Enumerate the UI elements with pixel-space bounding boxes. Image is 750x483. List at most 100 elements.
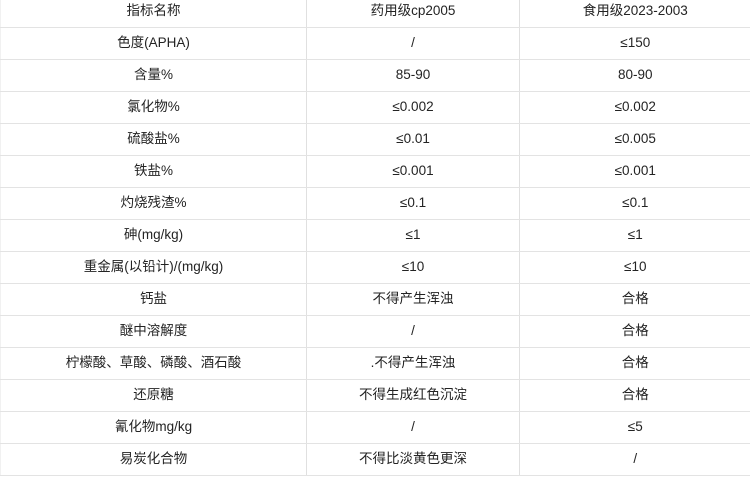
column-header-food: 食用级2023-2003 [519, 0, 750, 28]
table-row: 含量% 85-90 80-90 [0, 59, 750, 92]
cell-food-grade-text: 合格 [621, 387, 649, 403]
cell-indicator: 重金属(以铅计)/(mg/kg) [0, 251, 307, 284]
table-row: 色度(APHA) / ≤150 [0, 27, 750, 60]
cell-pharma-grade-text: / [411, 419, 415, 435]
cell-indicator-text: 色度(APHA) [117, 35, 190, 51]
column-header-pharma-label: 药用级cp2005 [370, 3, 456, 19]
cell-indicator-text: 氰化物mg/kg [114, 419, 193, 435]
cell-indicator: 砷(mg/kg) [0, 219, 307, 252]
cell-indicator: 钙盐 [0, 283, 307, 316]
cell-indicator: 柠檬酸、草酸、磷酸、酒石酸 [0, 347, 307, 380]
cell-indicator-text: 铁盐% [133, 163, 173, 179]
cell-indicator-text: 柠檬酸、草酸、磷酸、酒石酸 [65, 355, 242, 371]
cell-indicator: 易炭化合物 [0, 443, 307, 476]
cell-indicator-text: 重金属(以铅计)/(mg/kg) [83, 259, 224, 275]
cell-pharma-grade-text: 不得生成红色沉淀 [359, 387, 467, 403]
cell-pharma-grade-text: 85-90 [395, 67, 431, 83]
cell-food-grade: ≤0.1 [519, 187, 750, 220]
table-row: 还原糖 不得生成红色沉淀 合格 [0, 379, 750, 412]
cell-pharma-grade: / [306, 27, 520, 60]
cell-food-grade: ≤10 [519, 251, 750, 284]
cell-food-grade: ≤5 [519, 411, 750, 444]
table-row: 氰化物mg/kg / ≤5 [0, 411, 750, 444]
cell-pharma-grade-text: 不得产生浑浊 [372, 291, 454, 307]
cell-food-grade: / [519, 443, 750, 476]
cell-pharma-grade: / [306, 315, 520, 348]
cell-pharma-grade-text: ≤0.002 [392, 99, 434, 115]
cell-pharma-grade-text: ≤0.01 [396, 131, 430, 147]
cell-food-grade-text: / [633, 451, 638, 467]
cell-pharma-grade-text: 不得比淡黄色更深 [359, 451, 467, 467]
cell-food-grade-text: 80-90 [617, 67, 653, 83]
cell-indicator-text: 易炭化合物 [119, 451, 188, 467]
cell-pharma-grade-text: ≤10 [401, 259, 425, 275]
cell-pharma-grade-text: / [411, 35, 415, 51]
cell-pharma-grade: 不得产生浑浊 [306, 283, 520, 316]
column-header-food-label: 食用级2023-2003 [582, 3, 688, 19]
cell-pharma-grade: ≤0.001 [306, 155, 520, 188]
cell-food-grade: 合格 [519, 379, 750, 412]
cell-indicator: 硫酸盐% [0, 123, 307, 156]
table-row: 钙盐 不得产生浑浊 合格 [0, 283, 750, 316]
cell-food-grade-text: ≤0.002 [614, 99, 656, 115]
cell-pharma-grade: ≤0.002 [306, 91, 520, 124]
table-row: 灼烧残渣% ≤0.1 ≤0.1 [0, 187, 750, 220]
cell-food-grade-text: ≤10 [624, 259, 647, 275]
cell-indicator-text: 硫酸盐% [127, 131, 180, 147]
cell-indicator-text: 钙盐 [140, 291, 167, 307]
cell-food-grade: ≤0.005 [519, 123, 750, 156]
cell-food-grade-text: ≤0.1 [622, 195, 649, 211]
cell-food-grade-text: ≤150 [620, 35, 651, 51]
cell-indicator: 还原糖 [0, 379, 307, 412]
cell-food-grade-text: 合格 [621, 355, 649, 371]
cell-indicator: 醚中溶解度 [0, 315, 307, 348]
table-row: 砷(mg/kg) ≤1 ≤1 [0, 219, 750, 252]
cell-pharma-grade: ≤0.1 [306, 187, 520, 220]
cell-indicator-text: 醚中溶解度 [119, 323, 188, 339]
table-row: 硫酸盐% ≤0.01 ≤0.005 [0, 123, 750, 156]
cell-pharma-grade: 不得比淡黄色更深 [306, 443, 520, 476]
cell-food-grade: 80-90 [519, 59, 750, 92]
cell-indicator: 灼烧残渣% [0, 187, 307, 220]
cell-pharma-grade: ≤0.01 [306, 123, 520, 156]
cell-food-grade: ≤0.002 [519, 91, 750, 124]
cell-pharma-grade: ≤10 [306, 251, 520, 284]
column-header-pharma: 药用级cp2005 [306, 0, 520, 28]
table-header-row: 指标名称 药用级cp2005 食用级2023-2003 [0, 0, 750, 28]
column-header-indicator-label: 指标名称 [126, 3, 181, 19]
table-row: 铁盐% ≤0.001 ≤0.001 [0, 155, 750, 188]
cell-food-grade: 合格 [519, 283, 750, 316]
table-row: 柠檬酸、草酸、磷酸、酒石酸 .不得产生浑浊 合格 [0, 347, 750, 380]
table-row: 醚中溶解度 / 合格 [0, 315, 750, 348]
cell-indicator: 氯化物% [0, 91, 307, 124]
table-row: 重金属(以铅计)/(mg/kg) ≤10 ≤10 [0, 251, 750, 284]
cell-food-grade: 合格 [519, 315, 750, 348]
table-header: 指标名称 药用级cp2005 食用级2023-2003 [0, 0, 750, 28]
cell-pharma-grade: 85-90 [306, 59, 520, 92]
cell-indicator: 色度(APHA) [0, 27, 307, 60]
cell-indicator: 含量% [0, 59, 307, 92]
table-body: 色度(APHA) / ≤150 含量% 85-90 80-90 氯化物% ≤0.002 ≤0.0… [0, 27, 750, 476]
cell-indicator: 氰化物mg/kg [0, 411, 307, 444]
cell-pharma-grade: 不得生成红色沉淀 [306, 379, 520, 412]
cell-indicator-text: 灼烧残渣% [120, 195, 187, 211]
cell-pharma-grade: ≤1 [306, 219, 520, 252]
cell-food-grade-text: 合格 [621, 323, 649, 339]
table-row: 易炭化合物 不得比淡黄色更深 / [0, 443, 750, 476]
column-header-indicator: 指标名称 [0, 0, 307, 28]
cell-food-grade-text: ≤1 [627, 227, 643, 243]
cell-food-grade: ≤1 [519, 219, 750, 252]
cell-food-grade-text: ≤5 [627, 419, 643, 435]
cell-indicator-text: 还原糖 [133, 387, 174, 403]
cell-food-grade-text: ≤0.001 [614, 163, 656, 179]
cell-pharma-grade-text: ≤1 [405, 227, 421, 243]
cell-pharma-grade-text: ≤0.1 [399, 195, 427, 211]
cell-food-grade-text: ≤0.005 [614, 131, 656, 147]
cell-food-grade: ≤0.001 [519, 155, 750, 188]
cell-pharma-grade-text: ≤0.001 [392, 163, 434, 179]
cell-pharma-grade-text: .不得产生浑浊 [370, 355, 456, 371]
table-row: 氯化物% ≤0.002 ≤0.002 [0, 91, 750, 124]
